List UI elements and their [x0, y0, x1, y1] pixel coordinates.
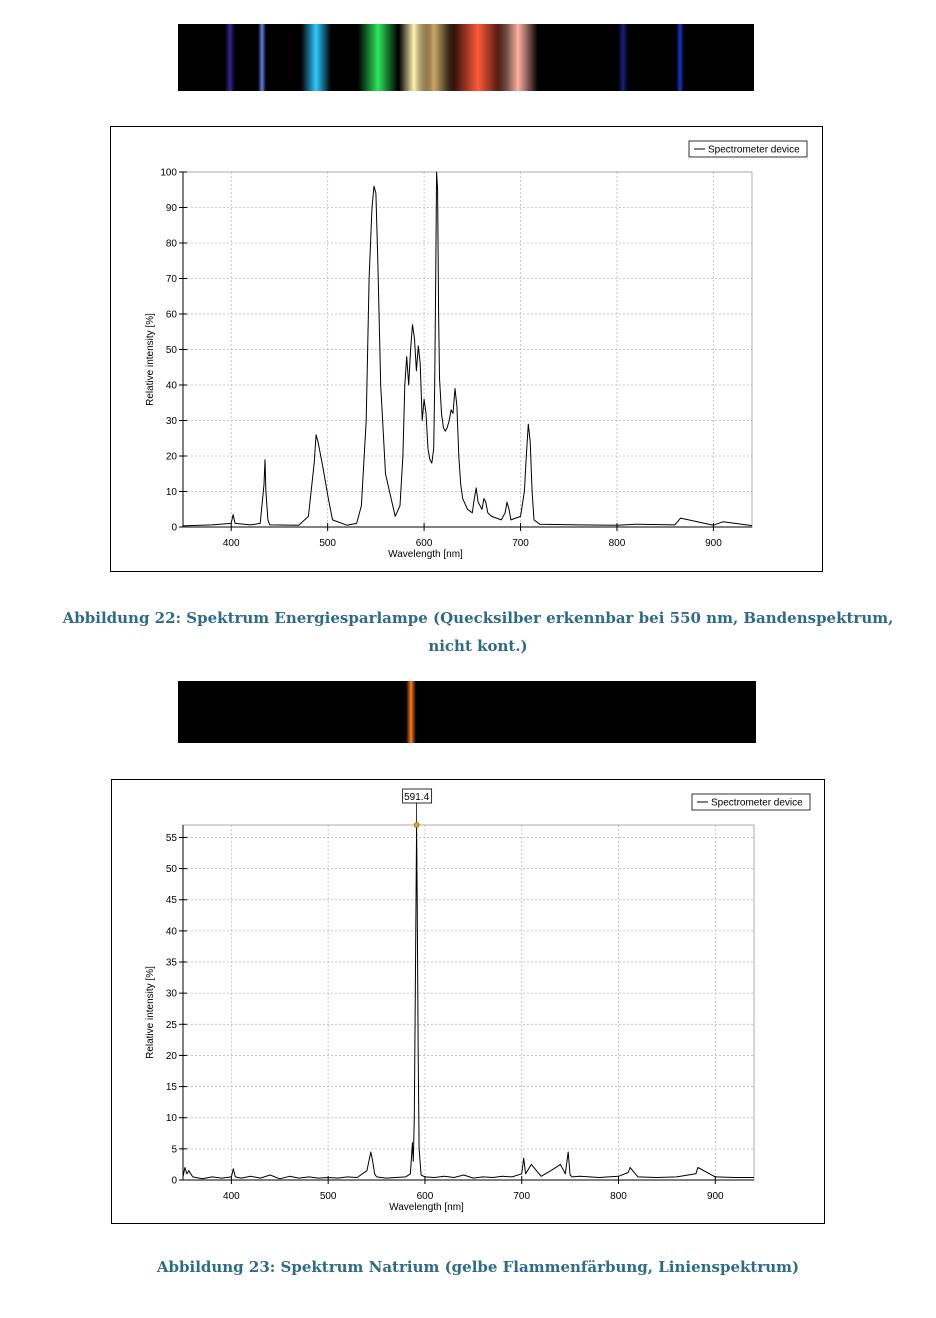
- y-tick-label: 5: [171, 1144, 177, 1155]
- chart-energy-saving-lamp: 0 10 20 30 40 50 60 70 80 90 100 400 500 600 700 800 900…: [110, 126, 823, 572]
- y-axis-label: Relative intensity [%]: [145, 313, 156, 406]
- spectrum-strip-image: [178, 681, 756, 743]
- figure-caption-22: Abbildung 22: Spektrum Energiesparlampe …: [60, 604, 896, 660]
- x-tick-label: 900: [705, 538, 722, 549]
- plot-area: [182, 824, 755, 1181]
- y-tick-label: 20: [166, 452, 178, 463]
- y-tick-label: 55: [166, 833, 178, 844]
- spectrum-strip-image: [178, 24, 754, 91]
- y-tick-label: 25: [166, 1020, 178, 1031]
- x-tick-label: 400: [223, 538, 240, 549]
- x-tick-label: 500: [319, 538, 336, 549]
- y-tick-label: 15: [166, 1082, 178, 1093]
- spectrum-band: [498, 24, 538, 91]
- spectrum-band: [676, 24, 684, 91]
- annotation-marker: [413, 822, 420, 828]
- caption-line: Abbildung 23: Spektrum Natrium (gelbe Fl…: [156, 1258, 800, 1276]
- x-axis-label: Wavelength [nm]: [389, 1202, 464, 1213]
- y-tick-label: 0: [171, 523, 177, 534]
- y-tick-label: 30: [166, 416, 178, 427]
- x-tick-label: 800: [609, 538, 626, 549]
- x-tick-label: 500: [320, 1191, 337, 1202]
- y-tick-label: 35: [166, 958, 178, 969]
- y-tick-label: 70: [166, 274, 178, 285]
- legend-entry: Spectrometer device: [708, 145, 800, 156]
- spectrum-band: [414, 24, 454, 91]
- y-tick-label: 100: [160, 168, 177, 179]
- x-tick-label: 600: [416, 538, 433, 549]
- y-tick-label: 10: [166, 1113, 178, 1124]
- y-tick-label: 50: [166, 864, 178, 875]
- x-tick-label: 800: [610, 1191, 627, 1202]
- y-tick-label: 45: [166, 895, 178, 906]
- y-tick-label: 60: [166, 310, 178, 321]
- annotation-label: 591.4: [404, 792, 429, 803]
- y-tick-label: 40: [166, 381, 178, 392]
- y-axis-label: Relative intensity [%]: [145, 966, 156, 1059]
- spectrum-strip-sodium: [178, 681, 756, 743]
- spectrum-band: [618, 24, 628, 91]
- figure-caption-23: Abbildung 23: Spektrum Natrium (gelbe Fl…: [60, 1253, 896, 1281]
- x-tick-label: 900: [707, 1191, 724, 1202]
- spectrum-strip-energy-saving-lamp: [178, 24, 754, 91]
- y-tick-label: 40: [166, 926, 178, 937]
- y-tick-label: 50: [166, 345, 178, 356]
- caption-line-1: Abbildung 22: Spektrum Energiesparlampe …: [62, 609, 894, 627]
- x-tick-label: 700: [512, 538, 529, 549]
- annotation-box: [402, 788, 433, 804]
- spectrum-band: [406, 681, 416, 743]
- y-tick-label: 20: [166, 1051, 178, 1062]
- x-tick-label: 600: [417, 1191, 434, 1202]
- series-line: [182, 171, 753, 527]
- legend-entry: Spectrometer device: [711, 798, 803, 809]
- spectrum-band: [258, 24, 266, 91]
- legend-box: [691, 793, 811, 811]
- x-tick-label: 700: [513, 1191, 530, 1202]
- spectrum-band: [225, 24, 235, 91]
- x-axis-label: Wavelength [nm]: [388, 549, 463, 560]
- y-tick-label: 80: [166, 239, 178, 250]
- chart-sodium: 0 5 10 15 20 25 30 35 40 45 50 55 400 500 600 700 800 900…: [111, 779, 825, 1224]
- y-tick-label: 90: [166, 203, 178, 214]
- chart-svg: 0 5 10 15 20 25 30 35 40 45 50 55 400 500 600 700 800 900…: [145, 788, 811, 1213]
- x-tick-label: 400: [223, 1191, 240, 1202]
- caption-line-2: nicht kont.): [428, 637, 528, 655]
- y-tick-label: 0: [171, 1176, 177, 1187]
- y-tick-label: 10: [166, 487, 178, 498]
- spectrum-band: [301, 24, 331, 91]
- y-tick-label: 30: [166, 989, 178, 1000]
- chart-svg: 0 10 20 30 40 50 60 70 80 90 100 400 500 600 700 800 900…: [145, 140, 808, 560]
- legend-box: [688, 140, 808, 158]
- series-line: [182, 824, 754, 1180]
- spectrum-band: [358, 24, 398, 91]
